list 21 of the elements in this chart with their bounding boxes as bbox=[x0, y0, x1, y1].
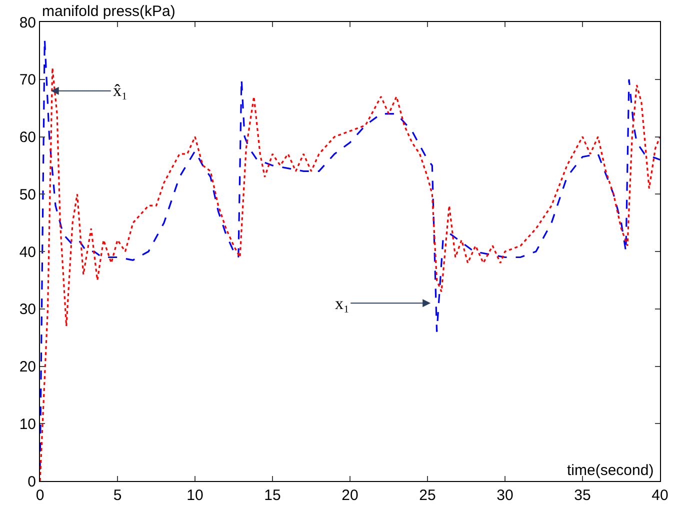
y-tick-label: 70 bbox=[19, 72, 36, 89]
y-tick-label: 10 bbox=[19, 416, 36, 433]
y-tick-label: 0 bbox=[28, 473, 36, 490]
y-tick-label: 80 bbox=[19, 14, 36, 32]
y-tick-label: 30 bbox=[19, 301, 36, 318]
y-axis-title: manifold press(kPa) bbox=[42, 3, 176, 20]
y-tick-label: 50 bbox=[19, 186, 36, 204]
x-axis-title: time(second) bbox=[567, 462, 654, 479]
x-tick-label: 5 bbox=[113, 487, 122, 504]
annotation: x₁ bbox=[335, 294, 350, 313]
y-tick-label: 40 bbox=[19, 244, 36, 261]
y-tick-label: 60 bbox=[19, 129, 36, 146]
x-tick-label: 10 bbox=[186, 487, 204, 504]
x-tick-label: 30 bbox=[496, 487, 514, 504]
y-tick-label: 20 bbox=[19, 358, 36, 376]
x-tick-label: 35 bbox=[574, 487, 591, 504]
x-tick-label: 20 bbox=[342, 487, 358, 504]
x-tick-label: 40 bbox=[652, 487, 668, 504]
x-tick-label: 25 bbox=[419, 487, 436, 504]
annotation: x̂₁ bbox=[113, 81, 128, 100]
x-tick-label: 15 bbox=[264, 487, 281, 504]
